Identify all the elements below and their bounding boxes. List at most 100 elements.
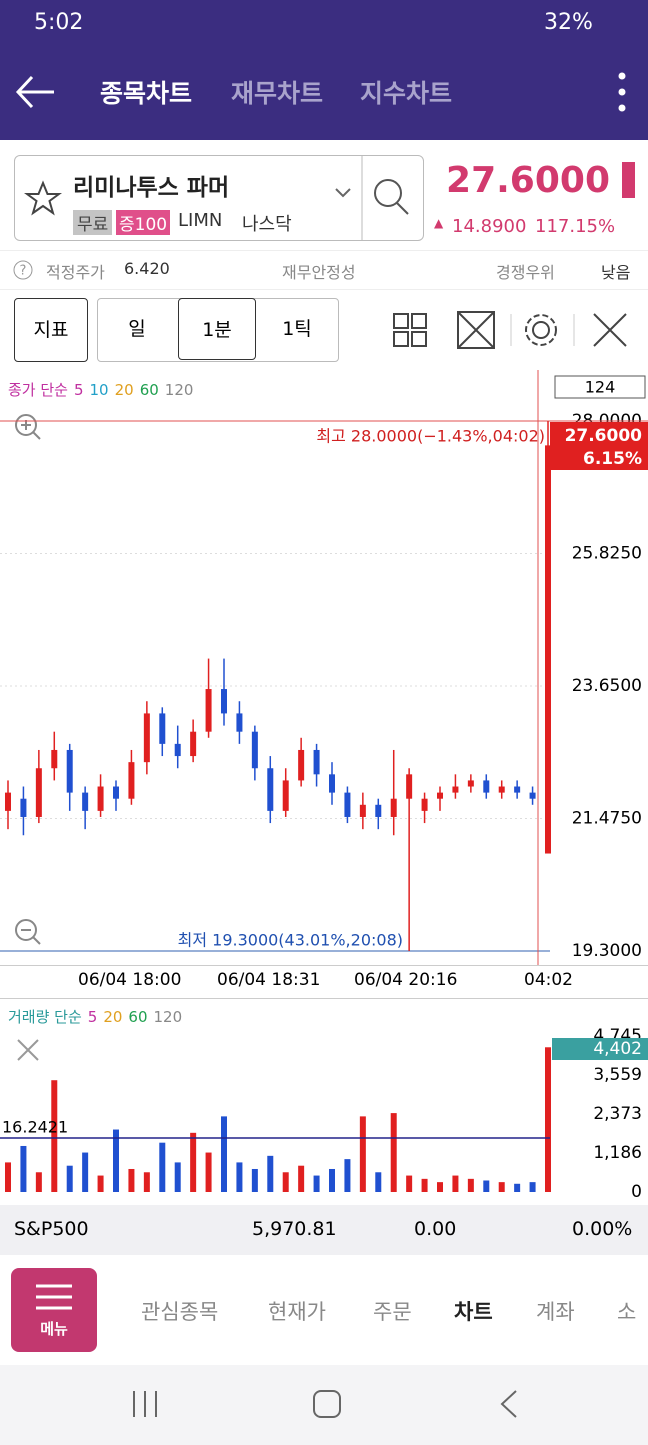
period-button[interactable]: 1분 (178, 298, 256, 360)
nav-tab[interactable]: 주문 (373, 1300, 412, 1324)
tab[interactable]: 지수차트 (360, 79, 453, 108)
candle-body (221, 689, 227, 714)
stock-name: 리미나투스 파머 (73, 175, 230, 201)
volume-bar (421, 1178, 428, 1192)
menu-label: 메뉴 (40, 1320, 68, 1338)
candle-body (514, 786, 521, 793)
legend-item: 20 (115, 381, 134, 399)
price: 27.6000 (446, 160, 610, 201)
volume-bar (359, 1116, 366, 1192)
volume-bar (344, 1159, 351, 1192)
candle-body (113, 786, 119, 799)
volume-bar (329, 1168, 335, 1192)
candle-body (5, 792, 11, 811)
volume-bar (483, 1180, 490, 1192)
candle-body (251, 731, 258, 769)
stock-box[interactable] (14, 155, 424, 241)
candle-body (282, 780, 289, 811)
candle-body (390, 798, 397, 817)
high-label: 최고 28.0000(−1.43%,04:02) (316, 427, 545, 446)
index-value: 5,970.81 (252, 1218, 337, 1240)
volume-bar (51, 1080, 58, 1192)
volume-bar (514, 1183, 521, 1192)
index-pct: 0.00% (572, 1218, 633, 1240)
star-icon[interactable] (24, 180, 62, 218)
candle-body (437, 792, 443, 799)
tool-icons[interactable] (390, 310, 640, 350)
candle-body (406, 774, 413, 799)
candle-body (20, 798, 27, 817)
nav-tab[interactable]: 차트 (454, 1300, 493, 1324)
legend-item: 120 (154, 1008, 183, 1026)
period-button[interactable]: 1틱 (282, 318, 312, 340)
reference-label: 16.2421 (2, 1118, 68, 1137)
market: 나스닥 (242, 214, 292, 235)
x-tick-label: 06/04 18:31 (217, 970, 321, 990)
info-value: 낮음 (601, 263, 631, 282)
x-tick-label: 06/04 18:00 (78, 970, 182, 990)
y-tick-label: 23.6500 (572, 676, 642, 696)
volume-bar (143, 1172, 150, 1192)
count-box (554, 375, 646, 399)
more-button[interactable] (612, 70, 632, 114)
legend-label: 거래량 단순 (8, 1008, 82, 1026)
candle-body (467, 780, 474, 787)
volume-bar (313, 1175, 320, 1192)
battery: 32% (544, 10, 593, 35)
header-bg (0, 0, 648, 140)
system-buttons[interactable] (120, 1385, 520, 1425)
candle-body (344, 792, 351, 817)
tab[interactable]: 종목차트 (100, 79, 193, 108)
menu-button[interactable] (11, 1268, 97, 1352)
volume-bar (66, 1165, 73, 1192)
candle-body (452, 786, 459, 793)
candle-body (483, 780, 490, 793)
volume-bar (97, 1175, 104, 1192)
volume-bar (375, 1172, 382, 1192)
price-chart: 종가 단순 5 10 20 60 120 124 19.3000 21.4750 23.650… (0, 370, 648, 965)
x-axis (0, 965, 648, 999)
menu-icon (36, 1284, 72, 1310)
period-button[interactable]: 일 (128, 318, 146, 340)
volume-bar (545, 1047, 551, 1192)
volume-tag (552, 1038, 648, 1060)
volume-bar (221, 1116, 227, 1192)
nav-tab[interactable]: 관심종목 (141, 1300, 219, 1324)
nav-tab[interactable]: 소 (617, 1300, 637, 1324)
tag: 무료 (73, 210, 113, 235)
help-icon[interactable]: ? (12, 259, 34, 281)
legend-item: 10 (90, 381, 109, 399)
close-icon[interactable] (17, 1039, 39, 1061)
back-button[interactable] (14, 72, 58, 112)
volume-bar (452, 1175, 459, 1192)
index-row (0, 1205, 648, 1255)
info-value: 6.420 (124, 259, 170, 278)
nav-tab[interactable]: 계좌 (536, 1300, 575, 1324)
tab[interactable]: 재무차트 (231, 79, 324, 108)
tag: 증100 (116, 210, 171, 235)
volume-bar (128, 1168, 135, 1192)
indicator-button[interactable]: 지표 (14, 298, 88, 362)
volume-bar (390, 1113, 397, 1192)
legend: 거래량 단순 5 20 60 120 (8, 1008, 182, 1026)
index-change: 0.00 (414, 1218, 457, 1240)
search-button[interactable] (330, 155, 422, 241)
change: 14.8900 (452, 216, 527, 237)
candle-body (128, 762, 135, 799)
volume-bar (159, 1142, 166, 1192)
system-nav (0, 1365, 648, 1445)
nav-tab[interactable]: 현재가 (268, 1300, 326, 1324)
y-tick-label: 2,373 (593, 1104, 642, 1124)
volume-bar (406, 1175, 413, 1192)
x-tick-label: 04:02 (524, 970, 573, 990)
volume-bar (35, 1172, 42, 1192)
volume-tag-value: 4,402 (593, 1039, 642, 1059)
legend-item: 120 (165, 381, 194, 399)
volume-bar (251, 1168, 258, 1192)
legend: 종가 단순 5 10 20 60 120 (8, 381, 193, 399)
candle-body (190, 731, 197, 757)
candle-body (359, 804, 366, 817)
up-arrow: ▲ (434, 216, 444, 230)
volume-bar (282, 1172, 289, 1192)
